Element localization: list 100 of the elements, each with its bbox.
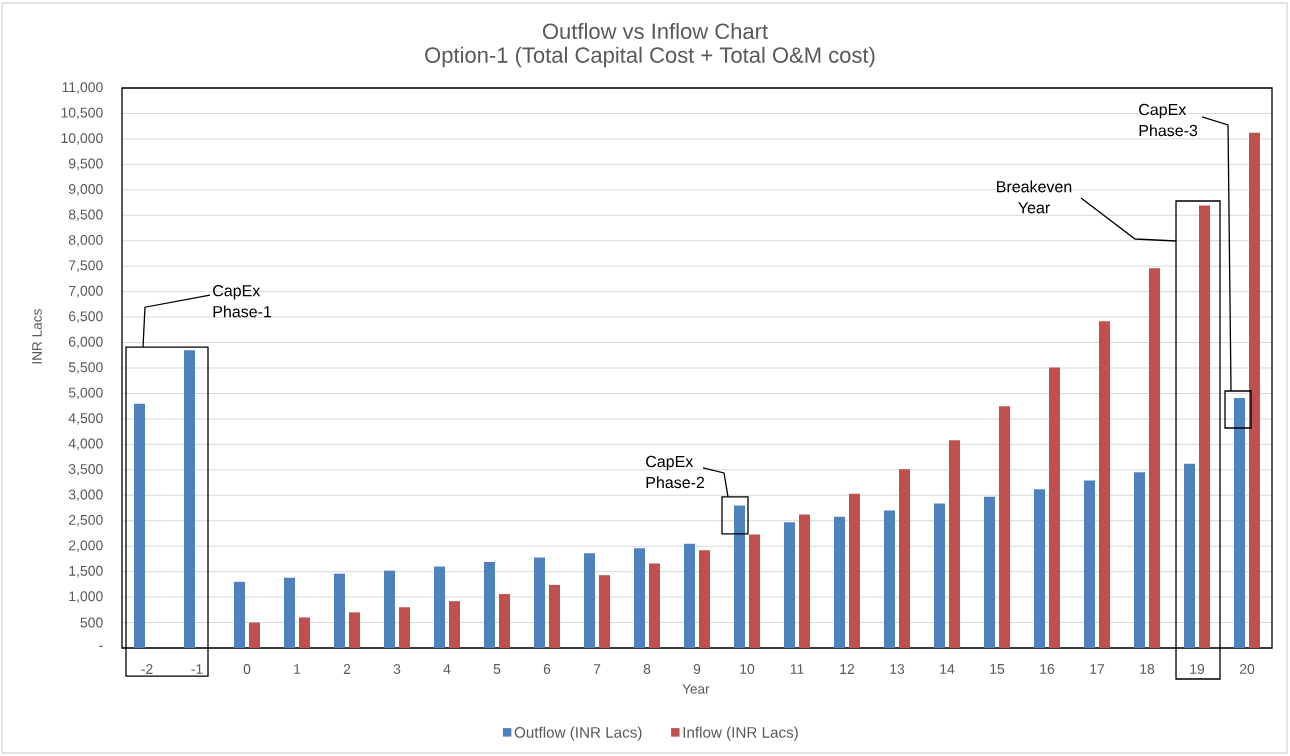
x-tick-label: 18 [1140,664,1155,674]
bar [449,601,461,648]
bar [184,350,195,648]
bar [684,543,696,648]
bar [734,505,746,648]
bar [234,581,245,648]
bar [934,503,946,648]
y-tick-label: 500 [80,617,103,628]
x-tick-label: 19 [1190,664,1205,674]
x-tick-label: 5 [493,664,501,674]
bar [899,469,911,648]
bar [849,493,861,648]
x-tick-label: 6 [543,664,551,674]
chart-title: Outflow vs Inflow Chart [542,22,768,40]
bar [1149,268,1161,648]
x-tick-label: -2 [141,664,153,674]
bar [699,550,711,648]
x-tick-label: 15 [990,664,1005,674]
bar [1099,321,1111,648]
y-tick-label: 4,000 [68,438,103,451]
y-tick-label: 10,000 [61,133,103,145]
bar [1084,480,1096,648]
bar [834,516,846,648]
bar [1134,472,1146,648]
x-tick-label: 9 [693,664,701,674]
x-tick-label: 14 [940,664,955,674]
x-tick-label: 16 [1040,664,1055,674]
y-tick-label: 11,000 [62,82,103,94]
bar [799,514,811,648]
annotation: CapEx Phase-3 [1139,103,1198,137]
y-tick-label: 1,500 [69,565,103,578]
bar [984,496,996,648]
bar [634,548,646,648]
y-tick-label: 2,500 [68,514,103,527]
bar [334,573,345,648]
bar [1234,398,1246,648]
y-tick-label: 7,000 [68,285,103,298]
x-tick-label: 2 [343,664,351,674]
bar [1049,367,1061,648]
x-tick-label: 12 [840,664,855,674]
x-tick-label: 7 [593,664,601,674]
bar [549,584,561,648]
y-tick-label: 3,500 [68,464,103,476]
x-tick-label: 13 [890,664,905,674]
x-tick-label: 3 [393,664,401,674]
y-tick-label: 7,500 [68,260,103,272]
x-tick-label: 11 [790,664,804,674]
y-tick-label: 9,500 [68,158,103,171]
y-axis-title: INR Lacs [32,309,42,364]
x-tick-label: 4 [443,664,451,674]
bar [299,617,310,648]
bar [584,553,596,648]
bar [384,570,396,648]
bar [749,534,761,648]
bar [499,594,511,648]
y-tick-label: 10,500 [61,107,103,120]
x-tick-label: 10 [740,664,755,674]
bar [1034,489,1046,648]
x-tick-label: 8 [643,664,651,674]
legend-label: Inflow (INR Lacs) [683,726,798,741]
bar [649,563,661,648]
bar [399,607,411,648]
y-tick-label: 9,000 [68,184,103,196]
x-tick-label: 1 [294,664,301,674]
y-tick-label: 6,500 [68,311,103,323]
y-tick-label: 8,500 [68,209,103,222]
y-tick-label: 5,000 [68,387,103,400]
x-tick-label: 20 [1239,664,1255,674]
bar [249,622,260,648]
bar [484,561,496,648]
bar [1199,205,1211,648]
bar [784,522,796,648]
bar [284,577,295,648]
chart-subtitle: Option-1 (Total Capital Cost + Total O&M cost) [425,46,875,68]
y-tick-label: 6,000 [68,336,103,349]
bar [999,406,1011,648]
bar [884,510,896,648]
annotation: CapEx Phase-1 [213,285,272,318]
x-tick-label: 17 [1090,664,1105,674]
bar [349,612,360,648]
bar [534,557,546,648]
legend-label: Outflow (INR Lacs) [514,726,642,741]
bar [1249,132,1261,648]
bar [599,575,611,648]
annotation: CapEx Phase-2 [646,455,705,489]
y-tick-label: 1,000 [69,591,103,603]
y-tick-label: 5,500 [68,362,103,374]
y-tick-label: - [99,645,103,647]
x-axis-title: Year [682,684,710,694]
y-tick-label: 3,000 [68,489,103,502]
y-tick-label: 4,500 [68,413,103,425]
bar [134,403,145,648]
y-tick-label: 8,000 [68,234,103,247]
annotation: Breakeven Year [997,180,1072,214]
x-tick-label: 0 [243,664,251,674]
y-tick-label: 2,000 [68,540,103,552]
bar [1184,463,1196,648]
bar [949,440,961,648]
bar [434,566,446,648]
x-tick-label: -1 [191,664,203,674]
